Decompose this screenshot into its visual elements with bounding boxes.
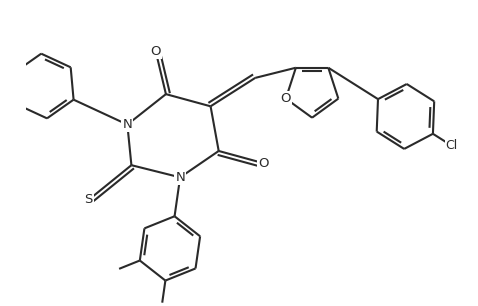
Text: N: N <box>122 118 132 131</box>
Text: O: O <box>258 157 269 170</box>
Text: O: O <box>151 45 161 58</box>
Text: Cl: Cl <box>445 139 458 152</box>
Text: O: O <box>281 92 291 105</box>
Text: S: S <box>85 193 93 206</box>
Text: N: N <box>175 171 185 184</box>
